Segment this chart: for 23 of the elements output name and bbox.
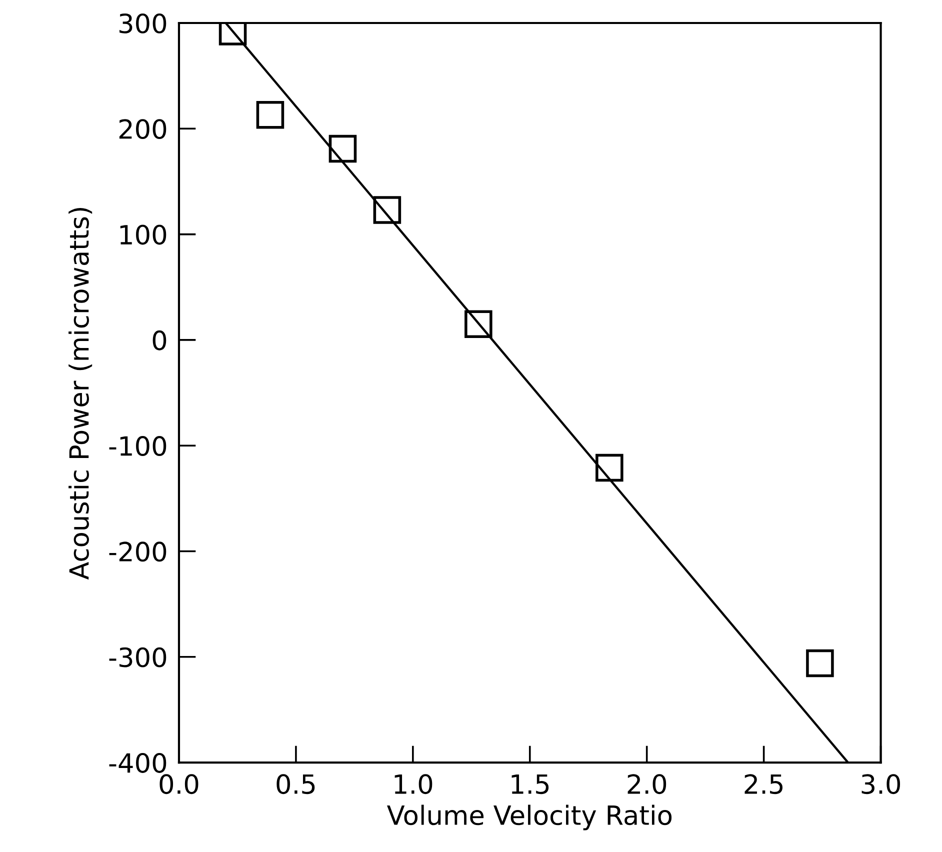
y-tick-label: 0 bbox=[152, 330, 166, 350]
point bbox=[806, 649, 834, 678]
y-axis-title: Acoustic Power (microwatts) bbox=[68, 208, 92, 580]
x-tick-label: 0.5 bbox=[276, 774, 315, 794]
x-tick-label: 2.5 bbox=[744, 774, 782, 794]
x-tick-label: 2.0 bbox=[628, 774, 666, 794]
y-tick-label: 100 bbox=[120, 224, 166, 245]
y-tick-label: -100 bbox=[109, 436, 166, 456]
y-tick-label: 300 bbox=[120, 13, 166, 34]
y-tick-label: -200 bbox=[109, 542, 166, 562]
point bbox=[328, 134, 357, 163]
y-tick-label: 200 bbox=[119, 119, 166, 140]
point bbox=[596, 454, 624, 482]
x-tick-label: 0.0 bbox=[160, 774, 198, 794]
x-axis-title: Volume Velocity Ratio bbox=[386, 804, 672, 830]
x-tick-label: 3.0 bbox=[862, 774, 900, 794]
point bbox=[464, 310, 492, 338]
x-tick-label: 1.0 bbox=[394, 774, 432, 794]
y-tick-label: -400 bbox=[109, 752, 166, 773]
y-tick-label: -300 bbox=[109, 647, 166, 668]
x-tick-label: 1.5 bbox=[512, 774, 549, 794]
point bbox=[373, 196, 402, 224]
point bbox=[256, 101, 284, 129]
